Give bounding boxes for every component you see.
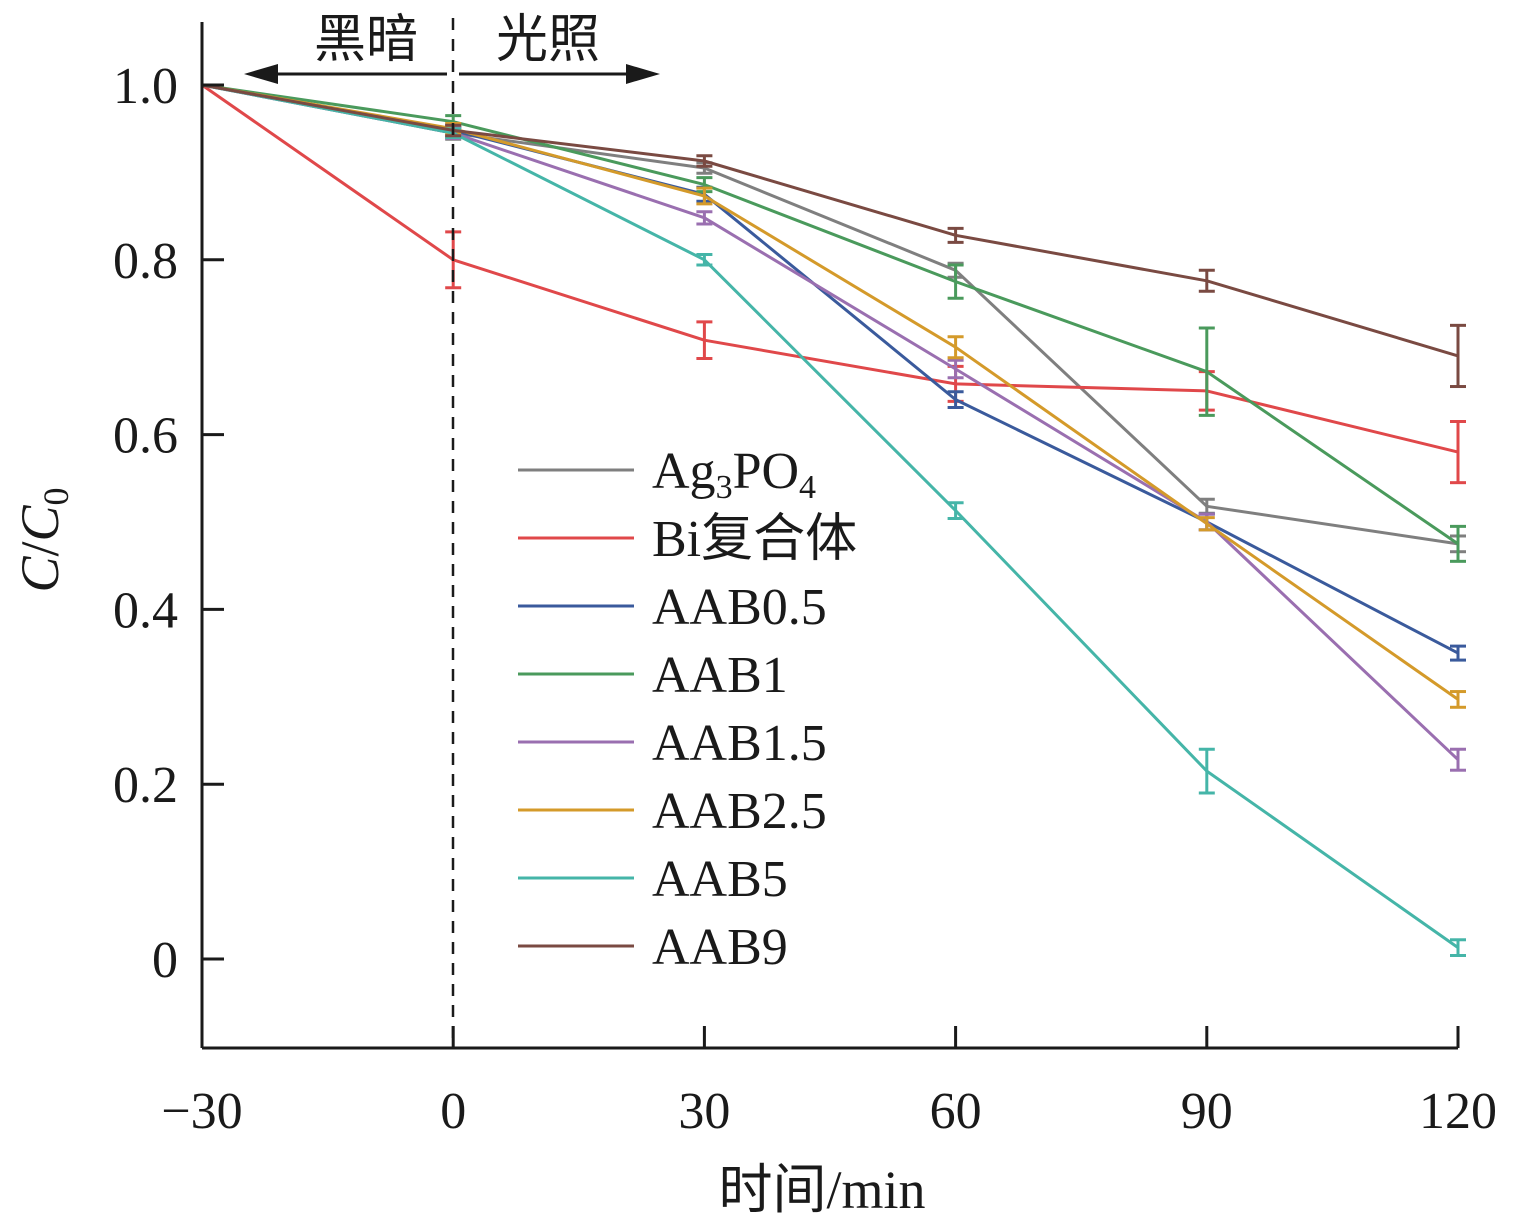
series-line bbox=[201, 83, 1459, 358]
series-5 bbox=[201, 83, 1466, 709]
light-arrowhead bbox=[626, 64, 660, 84]
legend-item: AAB5 bbox=[518, 851, 788, 908]
error-bar bbox=[1198, 747, 1215, 795]
series-line bbox=[201, 83, 1459, 546]
axes-layer bbox=[200, 18, 1458, 1050]
error-bar bbox=[1450, 524, 1466, 563]
series-3 bbox=[201, 83, 1466, 563]
series-line bbox=[201, 83, 1459, 546]
error-bar bbox=[1198, 326, 1215, 417]
legend-item: AAB0.5 bbox=[518, 579, 827, 636]
x-tick-label: 90 bbox=[1181, 1083, 1233, 1140]
series-line bbox=[201, 83, 1459, 949]
error-bar bbox=[696, 186, 713, 206]
error-bar bbox=[696, 253, 713, 267]
series-line bbox=[201, 83, 1459, 454]
error-bar bbox=[947, 335, 964, 360]
y-tick-label: 1.0 bbox=[113, 58, 178, 115]
error-bar bbox=[1450, 419, 1466, 485]
error-bar bbox=[1198, 268, 1215, 293]
error-bar bbox=[696, 320, 713, 361]
ticks-layer: −30 0 30 60 90 120 0 0.2 0.4 0.6 0.8 1.0 bbox=[113, 58, 1497, 1140]
legend-label: AAB0.5 bbox=[652, 579, 827, 636]
legend-item: AAB1 bbox=[518, 647, 788, 704]
y-tick-label: 0.8 bbox=[113, 233, 178, 290]
series-0 bbox=[201, 83, 1466, 554]
error-bar bbox=[947, 358, 964, 380]
x-tick-label: 120 bbox=[1419, 1083, 1497, 1140]
x-tick-label: 60 bbox=[930, 1083, 982, 1140]
error-bar bbox=[1450, 644, 1466, 662]
legend-label: AAB1.5 bbox=[652, 715, 827, 772]
y-tick-label: 0.2 bbox=[113, 757, 178, 814]
legend-label: AAB9 bbox=[652, 919, 788, 976]
error-bar bbox=[696, 154, 713, 168]
legend-label: Bi复合体 bbox=[652, 511, 857, 568]
legend-item: AAB1.5 bbox=[518, 715, 827, 772]
error-bar bbox=[1450, 323, 1466, 389]
y-tick-label: 0 bbox=[152, 932, 178, 989]
legend-item: Bi复合体 bbox=[518, 511, 857, 568]
phase-annotation: 黑暗 光照 bbox=[244, 12, 660, 84]
legend-label: AAB5 bbox=[652, 851, 788, 908]
x-tick-label: −30 bbox=[161, 1083, 242, 1140]
dark-arrowhead bbox=[244, 64, 278, 84]
legend-label: Ag3PO4 bbox=[652, 443, 816, 506]
x-axis-title: 时间/min bbox=[718, 1160, 925, 1220]
y-tick-label: 0.4 bbox=[113, 582, 178, 639]
x-tick-label: 30 bbox=[678, 1083, 730, 1140]
series-1 bbox=[201, 83, 1466, 485]
series-4 bbox=[201, 83, 1466, 772]
legend-label: AAB1 bbox=[652, 647, 788, 704]
legend-item: AAB2.5 bbox=[518, 783, 827, 840]
series-layer bbox=[201, 83, 1466, 958]
series-7 bbox=[201, 83, 1466, 389]
legend-item: AAB9 bbox=[518, 919, 788, 976]
legend-label: AAB2.5 bbox=[652, 783, 827, 840]
series-line bbox=[201, 83, 1460, 761]
legend-item: Ag3PO4 bbox=[518, 443, 816, 506]
error-bar bbox=[1450, 690, 1466, 709]
error-bar bbox=[947, 263, 964, 300]
y-tick-label: 0.6 bbox=[113, 408, 178, 465]
error-bar bbox=[947, 226, 964, 244]
series-line bbox=[201, 83, 1459, 701]
x-tick-label: 0 bbox=[440, 1083, 466, 1140]
error-bar bbox=[1450, 747, 1466, 772]
error-bar bbox=[1198, 516, 1215, 532]
y-axis-title: C/C0 bbox=[10, 487, 76, 592]
error-bar bbox=[696, 210, 713, 226]
error-bar bbox=[947, 501, 964, 521]
error-bar bbox=[947, 390, 964, 410]
dark-phase-label: 黑暗 bbox=[314, 12, 418, 69]
error-bar bbox=[1450, 938, 1466, 958]
light-phase-label: 光照 bbox=[496, 12, 600, 69]
